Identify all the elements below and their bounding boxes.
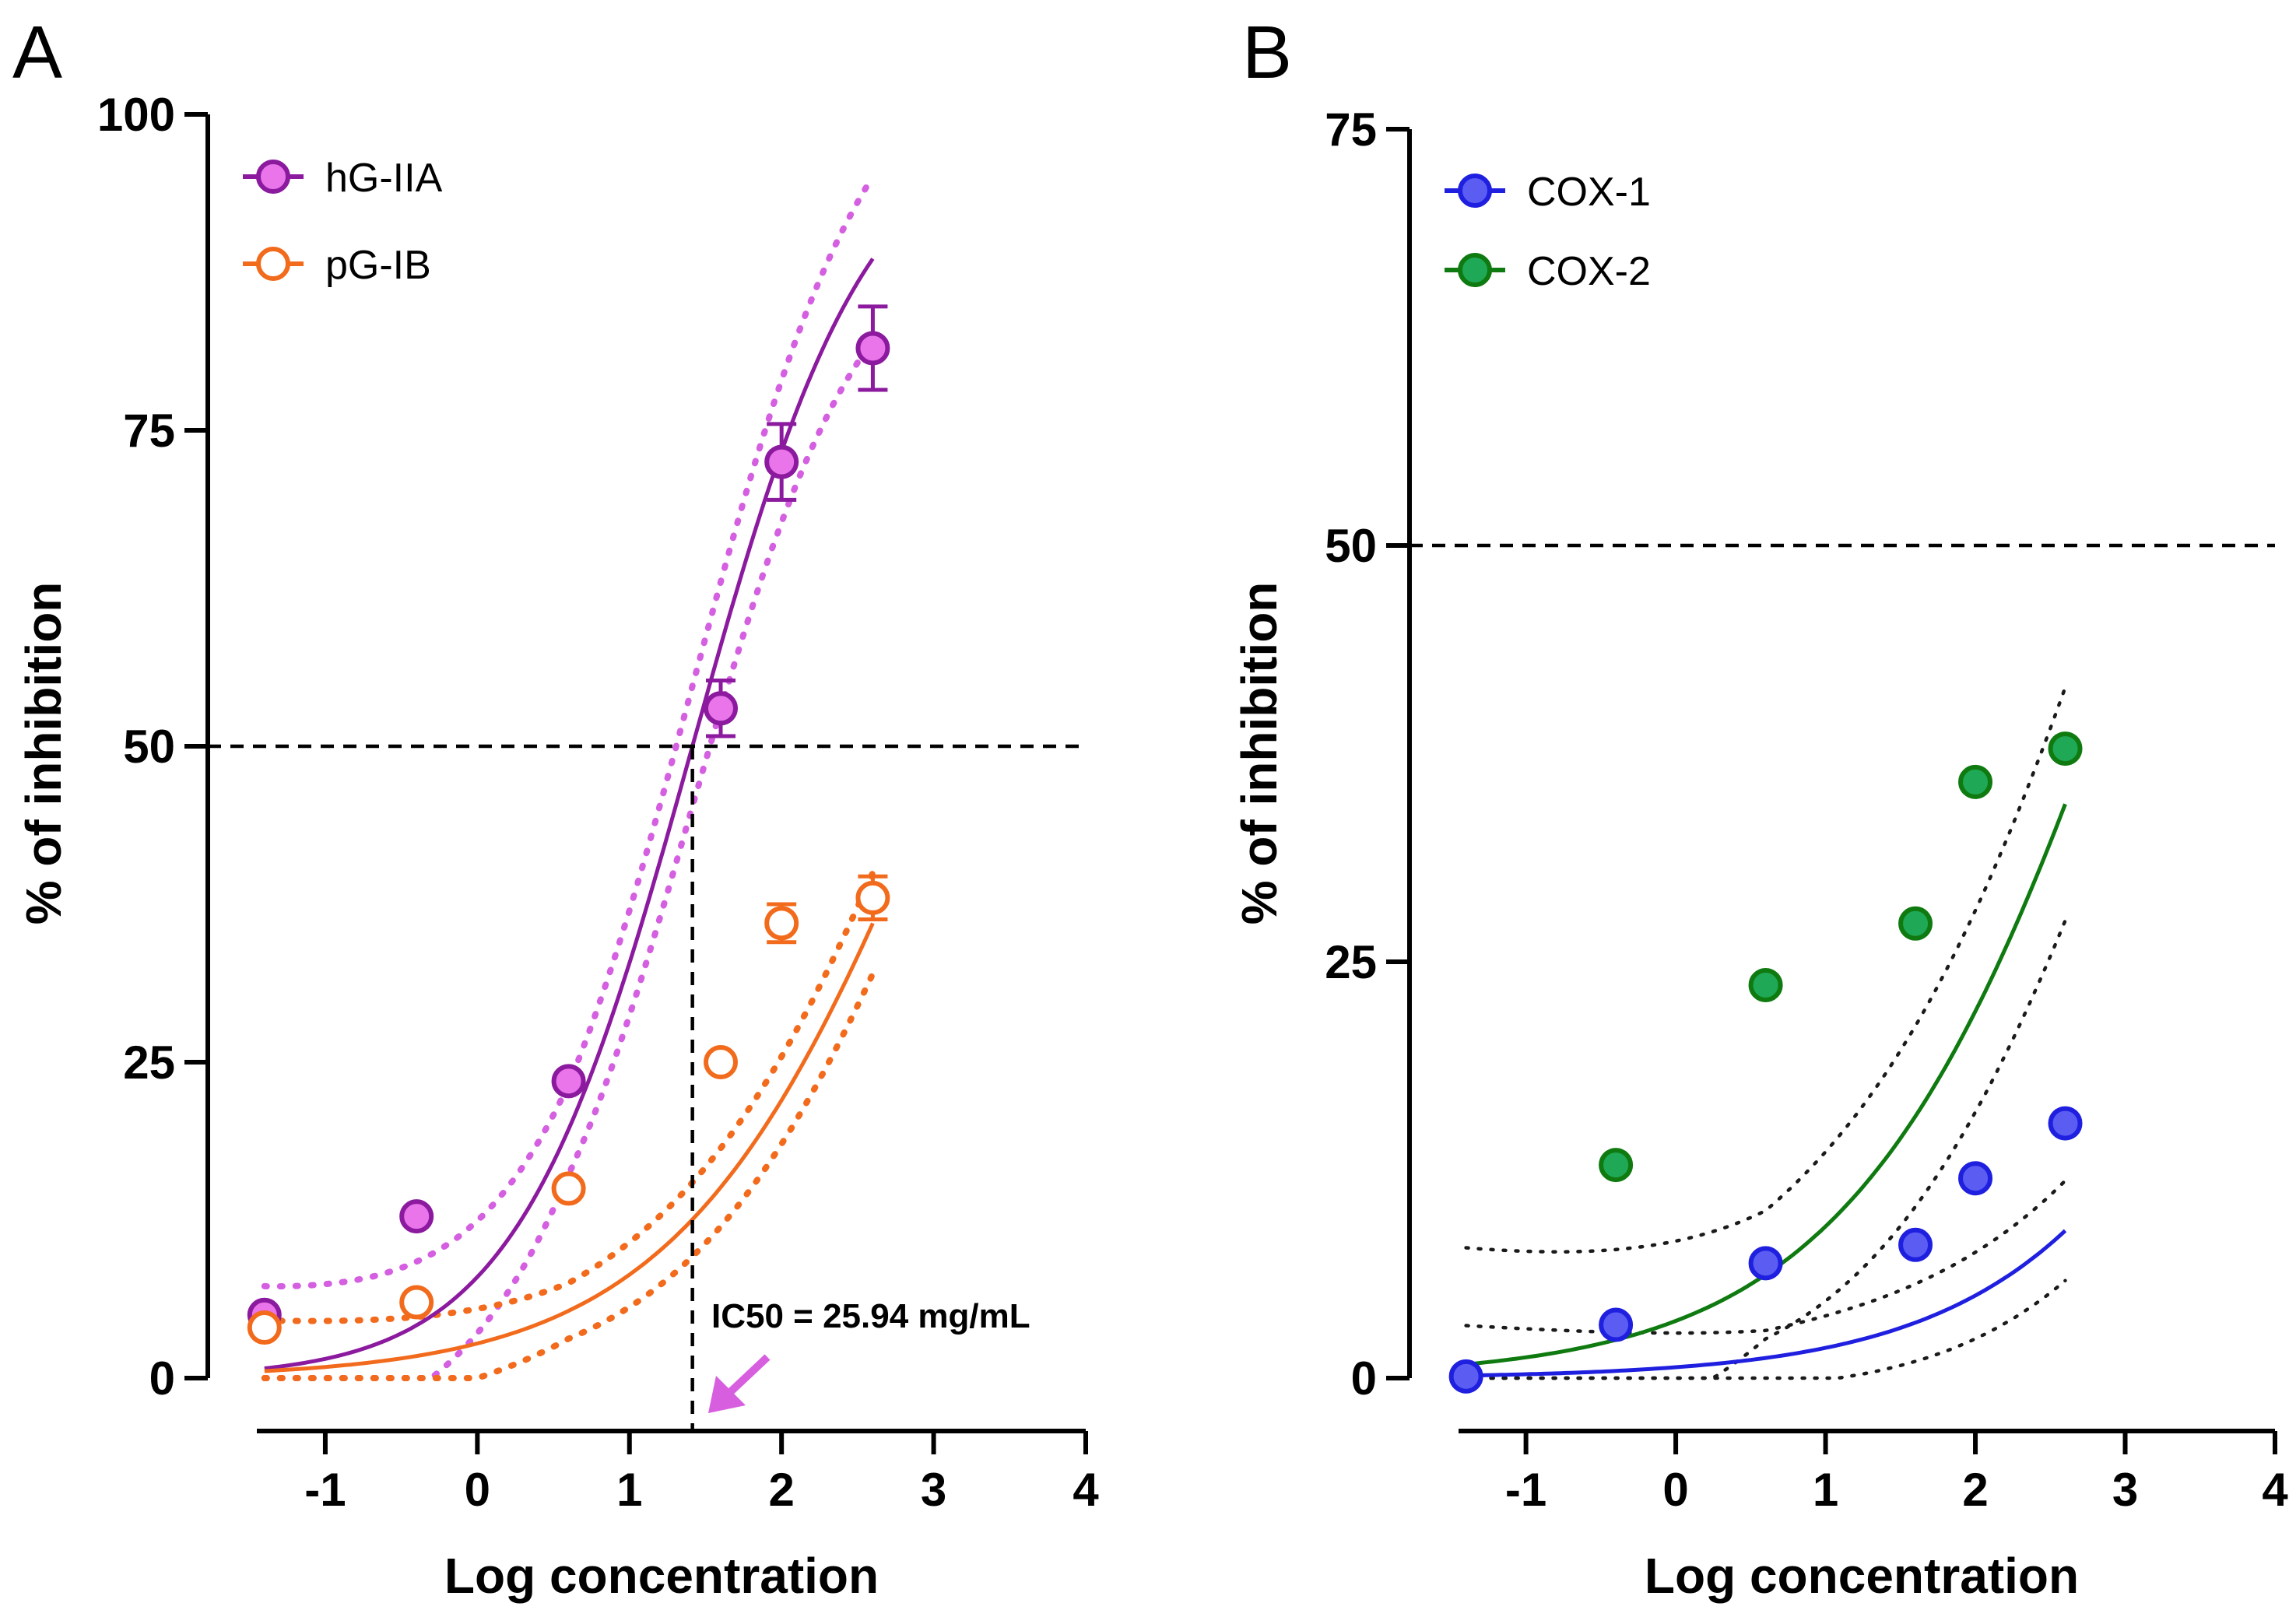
panel-a-x-tick-label: 2: [768, 1464, 794, 1516]
panel-a-x-tick-label: 3: [921, 1464, 946, 1516]
legend-marker-cox-2: [1458, 253, 1492, 287]
ci-lower-hg-iia: [261, 338, 876, 1381]
data-point-cox-2: [1958, 764, 1993, 799]
panel-a-x-ticks: -1 0 1 2 3 4: [304, 1431, 1099, 1516]
panel-a-legend: hG-IIA pG-IB: [243, 156, 443, 288]
panel-b-legend: COX-1 COX-2: [1445, 170, 1651, 294]
ci-lower-cox-2: [1464, 918, 2067, 1380]
ci-upper-cox-2: [1464, 686, 2067, 1254]
panel-b-x-tick-label: 3: [2112, 1464, 2138, 1516]
data-point-cox-1: [1958, 1161, 1993, 1196]
data-point-cox-2: [1898, 906, 1933, 941]
legend-label-hg-iia: hG-IIA: [325, 156, 443, 201]
fit-curve-cox-1: [1466, 1229, 2067, 1378]
ci-upper-cox-1: [1464, 1179, 2067, 1335]
ci-lower-pg-ib: [261, 970, 876, 1381]
panel-b-x-tick-label: 1: [1813, 1464, 1838, 1516]
panel-a-ic50-arrow: [708, 1354, 771, 1413]
data-point-pg-ib: [399, 1285, 434, 1320]
panel-a-label: A: [12, 11, 62, 94]
data-point-cox-1: [1448, 1359, 1483, 1394]
panel-a-y-tick-label: 100: [97, 89, 175, 141]
legend-item-pg-ib: pG-IB: [243, 243, 431, 288]
panel-a-x-tick-label: 0: [465, 1464, 490, 1516]
panel-a: A 0 25 50 75 100 -1 0 1 2 3 4 Log concentration %…: [12, 11, 1099, 1604]
fit-curve-hg-iia: [264, 258, 875, 1370]
panel-a-y-tick-label: 25: [123, 1036, 175, 1089]
legend-label-cox-2: COX-2: [1527, 249, 1651, 294]
data-point-pg-ib: [551, 1171, 586, 1206]
data-point-hg-iia: [551, 1064, 586, 1099]
panel-b-x-axis-title: Log concentration: [1645, 1548, 2079, 1604]
panel-b-x-tick-label: -1: [1505, 1464, 1546, 1516]
legend-label-pg-ib: pG-IB: [325, 243, 431, 288]
panel-b-y-tick-label: 75: [1325, 103, 1377, 156]
legend-item-hg-iia: hG-IIA: [243, 156, 443, 201]
fit-curve-pg-ib: [264, 922, 875, 1373]
panel-b: B 0 25 50 75 -1 0 1 2 3 4 Log concentration % of…: [1231, 11, 2288, 1604]
data-point-hg-iia: [399, 1199, 434, 1234]
data-point-hg-iia: [764, 444, 799, 479]
data-point-cox-1: [2048, 1106, 2083, 1141]
data-point-hg-iia: [855, 331, 890, 366]
panel-b-data-points: [1448, 731, 2083, 1394]
data-point-cox-2: [1599, 1148, 1634, 1183]
data-point-cox-1: [1748, 1246, 1783, 1281]
panel-b-x-ticks: -1 0 1 2 3 4: [1505, 1431, 2288, 1516]
panel-b-y-tick-label: 0: [1351, 1352, 1377, 1405]
legend-marker-hg-iia: [256, 160, 290, 194]
panel-a-x-axis-title: Log concentration: [444, 1548, 879, 1604]
data-point-pg-ib: [855, 880, 890, 915]
panel-b-y-axis-title: % of inhibition: [1231, 582, 1287, 925]
panel-b-x-tick-label: 2: [1962, 1464, 1988, 1516]
panel-b-label: B: [1242, 11, 1292, 94]
panel-a-data-points: [247, 304, 890, 1345]
panel-b-fit-curves: [1466, 803, 2067, 1378]
legend-marker-cox-1: [1458, 174, 1492, 208]
panel-a-x-tick-label: -1: [304, 1464, 346, 1516]
data-point-cox-1: [1599, 1307, 1634, 1342]
panel-a-x-tick-label: 4: [1073, 1464, 1099, 1516]
panel-a-y-tick-label: 0: [149, 1352, 175, 1405]
panel-b-y-tick-label: 25: [1325, 936, 1377, 988]
legend-item-cox-2: COX-2: [1445, 249, 1651, 294]
panel-b-x-tick-label: 0: [1662, 1464, 1688, 1516]
data-point-cox-1: [1898, 1227, 1933, 1262]
ci-upper-pg-ib: [261, 869, 876, 1324]
panel-a-ic50-annotation: IC50 = 25.94 mg/mL: [711, 1297, 1030, 1335]
panel-a-y-tick-label: 50: [123, 721, 175, 773]
panel-b-y-tick-label: 50: [1325, 520, 1377, 572]
legend-label-cox-1: COX-1: [1527, 170, 1651, 215]
panel-a-y-tick-label: 75: [123, 405, 175, 457]
data-point-pg-ib: [704, 1045, 739, 1079]
panel-a-y-axis-title: % of inhibition: [16, 582, 72, 925]
data-point-pg-ib: [764, 906, 799, 941]
data-point-pg-ib: [247, 1310, 282, 1345]
data-point-cox-2: [2048, 731, 2083, 766]
data-point-hg-iia: [704, 691, 739, 726]
panel-a-fit-curves: [264, 258, 875, 1373]
legend-item-cox-1: COX-1: [1445, 170, 1651, 215]
ci-upper-hg-iia: [261, 174, 876, 1289]
panel-b-y-ticks: 0 25 50 75: [1325, 103, 1410, 1405]
panel-a-y-ticks: 0 25 50 75 100: [97, 89, 208, 1405]
data-point-cox-2: [1748, 967, 1783, 1002]
panel-b-x-tick-label: 4: [2262, 1464, 2288, 1516]
legend-marker-pg-ib: [256, 247, 290, 281]
panel-a-x-tick-label: 1: [616, 1464, 642, 1516]
panel-b-confidence-bands: [1464, 686, 2067, 1380]
